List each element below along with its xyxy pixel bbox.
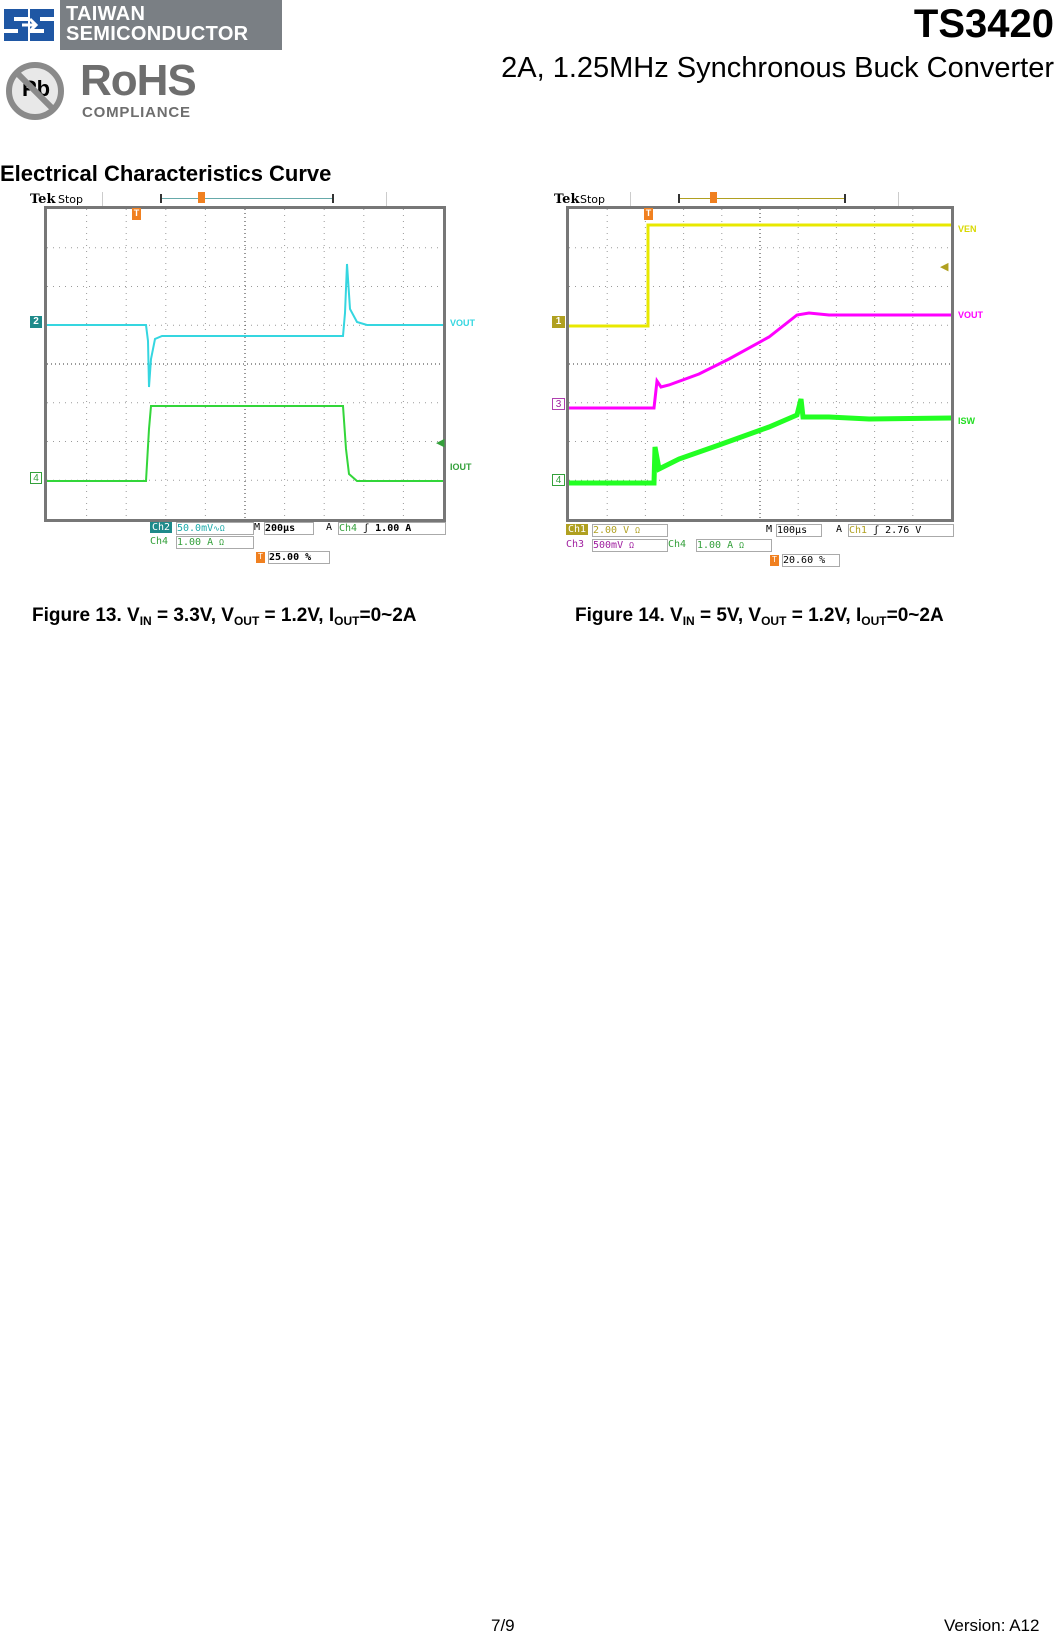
ch1-scale: 2.00 V Ω (592, 524, 668, 537)
divider (630, 192, 631, 206)
timebase-value: 200µs (264, 522, 314, 535)
ts-logo-mark-icon (2, 3, 56, 47)
ch3-scale: 500mV Ω (592, 539, 668, 552)
trigger-readout: Ch4 ʃ 1.00 A (338, 522, 446, 535)
part-description: 2A, 1.25MHz Synchronous Buck Converter (501, 52, 1054, 84)
trigger-position-icon: T (256, 552, 265, 563)
page-number: 7/9 (491, 1616, 515, 1635)
channel-marker-4: 4 (30, 472, 42, 484)
trace-label-ven: VEN (958, 224, 977, 234)
scope-graticule (566, 206, 954, 522)
scope-graticule (44, 206, 446, 522)
divider (898, 192, 899, 206)
trigger-label: A (326, 522, 333, 533)
timebase-label: M (254, 522, 261, 533)
company-name: TAIWAN SEMICONDUCTOR (60, 0, 282, 50)
company-name-line2: SEMICONDUCTOR (66, 23, 249, 45)
ch4-scale: 1.00 A Ω (696, 539, 772, 552)
channel-marker-2: 2 (30, 316, 42, 328)
iout-trace (47, 405, 443, 482)
scope-state: Stop (58, 193, 84, 206)
vout-trace (569, 311, 951, 410)
ch4-scale: 1.00 A Ω (176, 536, 254, 549)
ch3-label: Ch3 (566, 539, 585, 550)
document-version: Version: A12 (944, 1616, 1040, 1635)
ven-trace (569, 223, 951, 328)
trace-label-vout: VOUT (958, 310, 984, 320)
ch2-label: Ch2 (150, 522, 173, 533)
trace-label-vout: VOUT (450, 318, 476, 328)
figure-13-caption: Figure 13. VIN = 3.3V, VOUT = 1.2V, IOUT… (32, 605, 417, 628)
ch1-label: Ch1 (566, 524, 589, 535)
trigger-position-value: 20.60 % (782, 554, 840, 567)
trace-label-isw: ISW (958, 416, 975, 426)
channel-marker-1: 1 (552, 316, 565, 328)
taiwan-semiconductor-logo: TAIWAN SEMICONDUCTOR (0, 0, 282, 50)
scope-figure-13: Tek Stop T 2 4 VOUT I (28, 190, 475, 570)
trigger-position-icon: T (644, 208, 653, 220)
scope-brand: Tek (30, 192, 56, 207)
figure-14-caption: Figure 14. VIN = 5V, VOUT = 1.2V, IOUT=0… (575, 605, 944, 628)
trace-label-iout: IOUT (450, 462, 472, 472)
trigger-marker-icon (710, 192, 717, 203)
graticule-grid (569, 209, 952, 519)
part-number: TS3420 (913, 2, 1054, 46)
divider (386, 192, 387, 206)
trigger-position-value: 25.00 % (268, 551, 330, 564)
isw-trace (569, 398, 952, 486)
channel-marker-3: 3 (552, 398, 565, 410)
trigger-level-arrow-icon: ◀ (436, 437, 445, 449)
trigger-position-icon: T (132, 208, 141, 220)
channel-marker-4: 4 (552, 474, 565, 486)
ch4-label: Ch4 (150, 536, 169, 547)
scope-brand: Tek (554, 192, 580, 207)
timebase-label: M (766, 524, 773, 535)
trigger-label: A (836, 524, 843, 535)
scope-figure-14: Tek Stop T 1 (552, 190, 1022, 575)
timebase-value: 100µs (776, 524, 822, 537)
trigger-readout: Ch1 ʃ 2.76 V (848, 524, 954, 537)
ch4-label: Ch4 (668, 539, 687, 550)
scope-state: Stop (580, 193, 606, 206)
graticule-grid (47, 209, 443, 519)
trigger-position-icon: T (770, 555, 779, 566)
record-window (678, 192, 846, 203)
divider (102, 192, 103, 206)
rohs-compliance: COMPLIANCE (82, 104, 191, 121)
section-title: Electrical Characteristics Curve (0, 161, 332, 186)
rohs-title: RoHS (80, 56, 197, 105)
trigger-marker-icon (198, 192, 205, 203)
ch2-scale: 50.0mV∿Ω (176, 522, 254, 535)
record-window (160, 192, 334, 203)
company-name-line1: TAIWAN (66, 3, 146, 25)
trigger-level-arrow-icon: ◀ (940, 261, 949, 273)
vout-trace (47, 263, 443, 388)
